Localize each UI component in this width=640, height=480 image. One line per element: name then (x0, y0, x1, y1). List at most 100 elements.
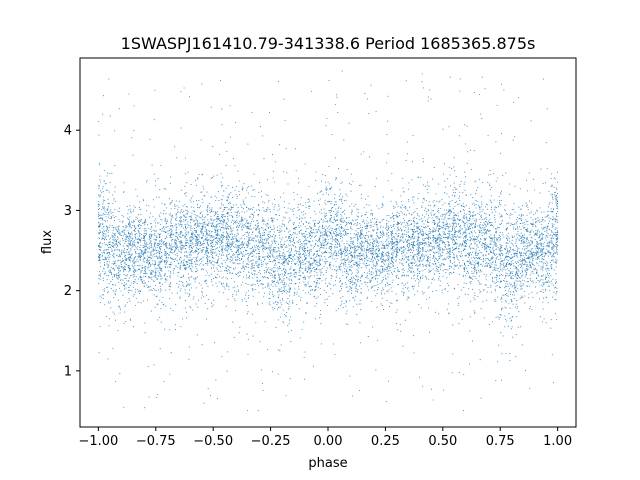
scatter-point (520, 213, 523, 215)
scatter-point (495, 316, 497, 318)
scatter-point (308, 267, 310, 269)
scatter-point (446, 212, 448, 214)
scatter-point (489, 222, 491, 224)
scatter-point (388, 237, 390, 239)
scatter-point (104, 243, 106, 245)
scatter-point (349, 288, 351, 290)
scatter-point (332, 231, 335, 233)
scatter-point (245, 301, 247, 303)
scatter-point (103, 259, 105, 261)
scatter-point (223, 216, 225, 218)
scatter-point (184, 251, 186, 253)
scatter-point (556, 219, 559, 221)
scatter-point (333, 285, 335, 287)
scatter-point (538, 281, 540, 283)
scatter-point (357, 248, 359, 250)
scatter-point (112, 227, 115, 229)
scatter-point (107, 256, 109, 258)
scatter-point (435, 243, 437, 245)
scatter-point (210, 177, 213, 179)
scatter-point (510, 267, 512, 270)
scatter-point (245, 197, 247, 199)
scatter-point (241, 223, 243, 225)
scatter-point (371, 213, 373, 215)
scatter-point (352, 260, 354, 262)
scatter-point (115, 273, 117, 275)
scatter-point (297, 209, 299, 212)
scatter-point (310, 270, 312, 272)
scatter-point (386, 215, 388, 217)
scatter-point (279, 250, 281, 252)
scatter-point (210, 261, 212, 263)
scatter-point (176, 205, 178, 207)
scatter-point (494, 214, 496, 216)
scatter-point (344, 263, 346, 265)
scatter-point (143, 280, 145, 282)
scatter-point (131, 231, 133, 233)
scatter-point (332, 232, 334, 234)
scatter-point (405, 208, 407, 210)
scatter-point (495, 380, 497, 382)
scatter-point (390, 242, 392, 244)
scatter-point (555, 202, 557, 204)
scatter-point (335, 103, 337, 106)
scatter-point (390, 247, 392, 249)
scatter-point (115, 238, 117, 240)
scatter-point (308, 207, 310, 209)
scatter-point (424, 186, 426, 188)
scatter-point (225, 242, 227, 244)
scatter-point (471, 272, 473, 275)
scatter-point (438, 261, 440, 263)
scatter-point (463, 245, 465, 247)
scatter-point (357, 278, 359, 281)
scatter-point (321, 235, 323, 237)
scatter-point (422, 87, 424, 89)
scatter-point (487, 286, 489, 289)
scatter-point (471, 227, 474, 229)
scatter-point (263, 270, 266, 272)
scatter-point (135, 276, 137, 278)
scatter-point (507, 222, 509, 224)
scatter-point (115, 243, 117, 245)
scatter-point (342, 295, 344, 297)
scatter-point (181, 224, 183, 226)
scatter-point (164, 281, 166, 283)
scatter-point (290, 254, 293, 256)
scatter-point (428, 232, 430, 234)
scatter-point (534, 212, 537, 214)
scatter-point (163, 380, 165, 382)
scatter-point (164, 228, 166, 230)
scatter-point (295, 252, 298, 254)
scatter-point (134, 206, 136, 208)
scatter-point (145, 240, 147, 242)
scatter-point (340, 207, 342, 210)
scatter-point (523, 221, 525, 223)
scatter-point (183, 259, 185, 261)
scatter-point (169, 298, 171, 300)
scatter-point (254, 272, 256, 275)
scatter-point (165, 263, 167, 266)
scatter-point (340, 193, 342, 195)
scatter-point (292, 233, 294, 236)
scatter-point (486, 291, 488, 293)
scatter-point (447, 250, 449, 252)
scatter-point (123, 273, 125, 276)
scatter-point (370, 287, 372, 289)
scatter-point (357, 265, 359, 267)
scatter-point (196, 269, 198, 272)
scatter-point (320, 209, 322, 211)
scatter-point (295, 226, 298, 228)
scatter-point (159, 316, 161, 318)
scatter-point (357, 289, 359, 291)
scatter-point (387, 120, 389, 122)
scatter-point (255, 261, 257, 263)
scatter-point (199, 205, 202, 207)
scatter-point (181, 242, 183, 244)
scatter-point (296, 293, 298, 295)
scatter-point (480, 215, 482, 218)
scatter-point (284, 246, 286, 248)
scatter-point (103, 213, 105, 215)
scatter-point (276, 282, 278, 284)
scatter-point (427, 214, 430, 216)
scatter-point (141, 277, 143, 279)
